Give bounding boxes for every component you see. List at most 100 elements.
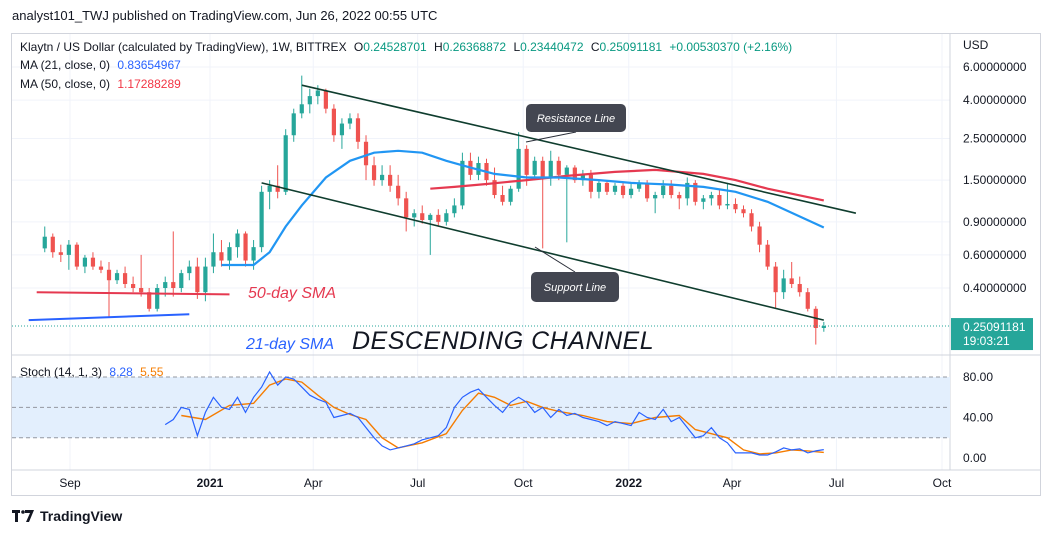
candle-body	[717, 195, 722, 206]
candle	[596, 180, 602, 199]
candle-body	[781, 278, 786, 293]
candle	[187, 260, 192, 281]
candle-body	[243, 233, 248, 261]
candle	[42, 226, 47, 253]
candle-body	[147, 292, 152, 309]
publisher-line: analyst101_TWJ published on TradingView.…	[12, 8, 438, 23]
candle	[219, 240, 224, 267]
trend-lines	[12, 84, 950, 327]
candle-body	[612, 185, 618, 192]
price-tick-label: 6.00000000	[963, 60, 1027, 74]
candle-body	[701, 198, 706, 202]
candle-body	[460, 160, 465, 206]
ma21-line	[221, 149, 825, 267]
symbol-legend: Klaytn / US Dollar (calculated by Tradin…	[20, 40, 792, 54]
candle	[669, 180, 674, 199]
candle-body	[588, 174, 594, 192]
stoch-lines	[164, 370, 824, 456]
candle	[179, 269, 184, 293]
price-tick-label: 0.40000000	[963, 281, 1027, 295]
candle	[661, 180, 666, 199]
candle	[82, 254, 88, 274]
candle	[540, 156, 545, 249]
symbol-title: Klaytn / US Dollar (calculated by Tradin…	[20, 40, 347, 54]
candle	[58, 244, 63, 263]
candle-body	[235, 233, 240, 248]
candle	[412, 209, 417, 227]
candle-body	[50, 236, 55, 253]
tradingview-logo-icon	[12, 510, 34, 522]
candle-body	[420, 213, 425, 221]
candle-body	[677, 195, 682, 199]
resistance-callout: Resistance Line	[525, 104, 626, 143]
candle	[404, 191, 409, 232]
time-tick-label: 2021	[197, 476, 224, 490]
candle	[283, 129, 288, 196]
candle	[291, 108, 296, 142]
candle-body	[620, 185, 626, 196]
resistance-trendline	[301, 84, 857, 214]
ma50-label: MA (50, close, 0)	[20, 77, 111, 91]
support-callout-text: Support Line	[544, 282, 606, 294]
candle-body	[789, 278, 794, 285]
candle-body	[195, 266, 200, 293]
candle-body	[251, 247, 256, 261]
candle	[371, 156, 377, 186]
candle-body	[211, 252, 216, 267]
price-tick-label: 0.90000000	[963, 215, 1027, 229]
candle	[275, 165, 280, 199]
change-value: +0.00530370 (+2.16%)	[669, 40, 793, 54]
low-value: 0.23440472	[520, 40, 584, 54]
candle	[428, 213, 433, 255]
candle	[733, 198, 738, 214]
candle	[331, 104, 336, 142]
close-value: 0.25091181	[599, 40, 663, 54]
candle	[797, 276, 802, 297]
candle	[709, 191, 714, 206]
stoch-d-line	[181, 378, 824, 455]
price-tick-label: 2.50000000	[963, 131, 1027, 145]
candle	[532, 156, 537, 181]
candle-body	[548, 160, 553, 178]
stoch-label: Stoch (14, 1, 3)	[20, 365, 103, 379]
candle-body	[283, 135, 288, 192]
candle	[620, 182, 626, 199]
candle-body	[347, 118, 353, 124]
candle	[781, 269, 786, 299]
candle-body	[709, 195, 714, 199]
candle-body	[572, 167, 577, 181]
moving-averages	[221, 149, 825, 267]
blue-horizontal-line	[28, 313, 190, 322]
candle-body	[227, 247, 232, 261]
candle	[717, 188, 722, 210]
candle-body	[396, 185, 401, 199]
candle-body	[508, 188, 513, 202]
candle	[243, 231, 248, 267]
chart-frame	[11, 33, 1041, 496]
resistance-callout-text: Resistance Line	[537, 113, 615, 125]
tradingview-footer[interactable]: TradingView	[12, 508, 122, 524]
candle-body	[733, 203, 738, 210]
candle-body	[355, 118, 361, 142]
candle	[693, 180, 698, 206]
candle-body	[516, 148, 521, 189]
candle-body	[669, 185, 674, 196]
candle	[805, 288, 810, 312]
candle-body	[500, 195, 505, 202]
candle	[773, 262, 778, 309]
candle	[436, 209, 441, 226]
ma21-annotation: 21-day SMA	[245, 336, 334, 353]
candle	[307, 88, 312, 114]
stoch-tick-label: 40.00	[963, 411, 993, 425]
countdown-label: 19:03:21	[963, 334, 1010, 348]
stoch-band	[12, 376, 950, 439]
time-tick-label: Apr	[723, 476, 742, 490]
ma21-value: 0.83654967	[117, 58, 181, 72]
candle	[139, 254, 144, 297]
last-price-badge	[951, 318, 1033, 351]
candle-body	[805, 292, 810, 309]
ma50-line	[430, 168, 825, 202]
stoch-d-value: 5.55	[140, 365, 164, 379]
candle	[379, 165, 385, 186]
